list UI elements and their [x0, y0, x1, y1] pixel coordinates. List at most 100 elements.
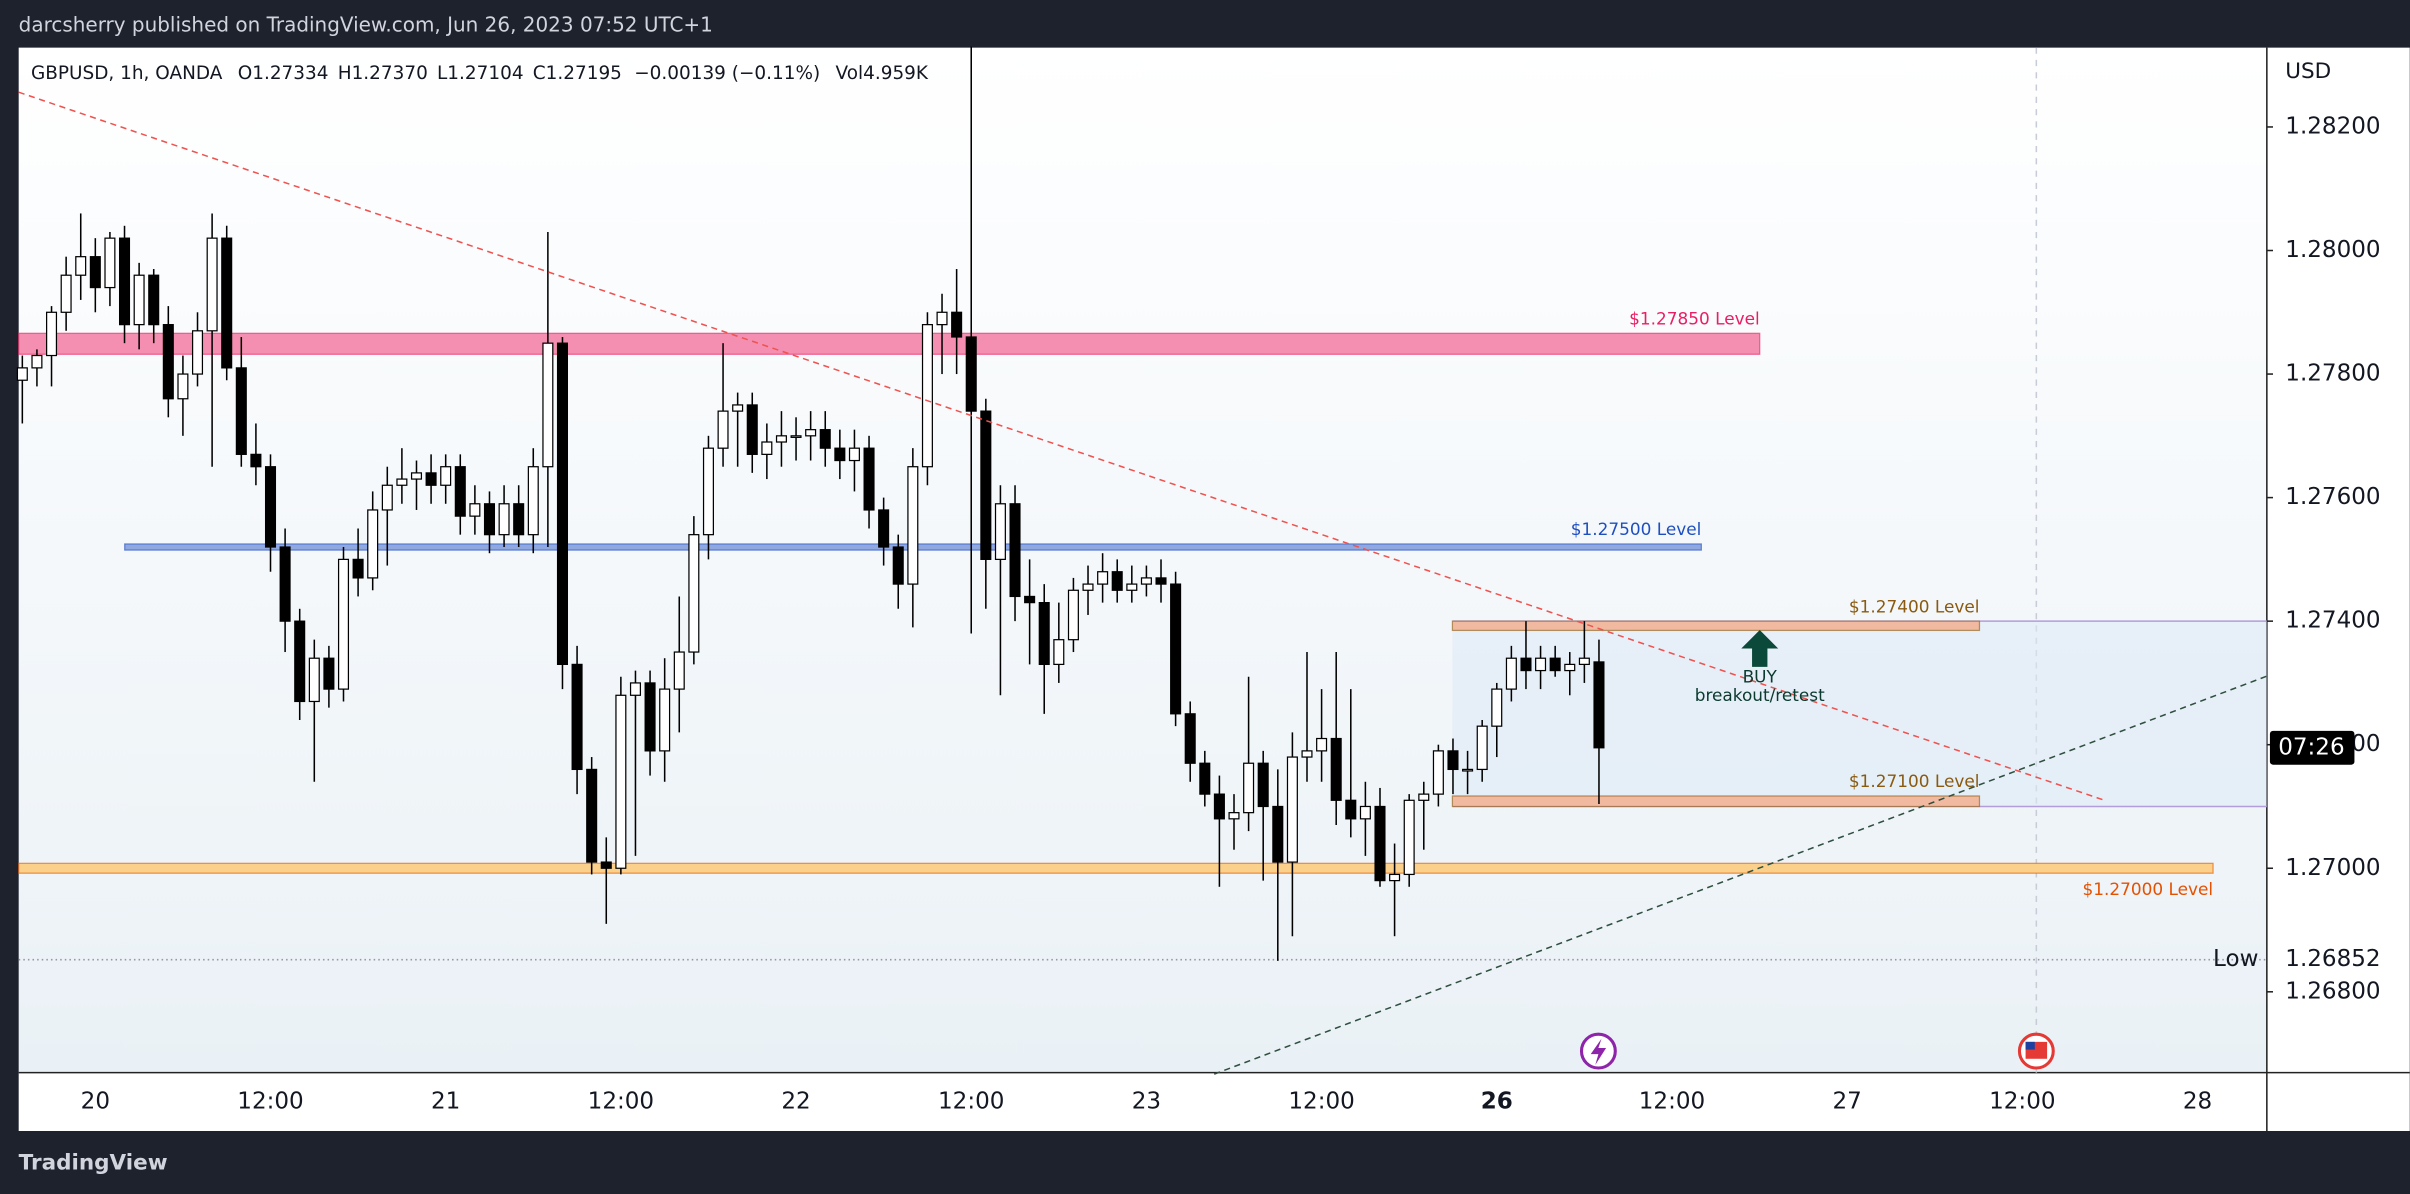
candle-body	[279, 546, 291, 622]
candle-body	[1389, 873, 1401, 882]
candle-body	[440, 466, 452, 486]
candle-body	[1170, 583, 1182, 715]
price-tag	[2269, 730, 2355, 765]
candle-body	[425, 472, 437, 486]
candle-body	[1462, 768, 1474, 772]
candle-body	[162, 324, 174, 400]
candle-body	[1491, 688, 1503, 727]
x-tick-label: 22	[781, 1088, 810, 1114]
level-label: $1.27000 Level	[2082, 879, 2213, 899]
candle-body	[1578, 657, 1590, 666]
event-icon-bolt	[1590, 1038, 1607, 1065]
candle-body	[542, 342, 554, 468]
candle-body	[133, 274, 145, 326]
legend-item: C1.27195	[533, 63, 622, 84]
x-tick-label: 23	[1132, 1088, 1161, 1114]
x-tick-label: 12:00	[938, 1088, 1004, 1114]
time-axis	[18, 1072, 2267, 1131]
candle-body	[965, 336, 977, 412]
annotation-title: BUY	[1743, 667, 1778, 687]
axes: 1.282001.280001.278001.276001.274001.272…	[81, 113, 2381, 1114]
candle-body	[717, 410, 729, 449]
y-tick-label: 1.28200	[2285, 113, 2380, 139]
x-tick-label: 12:00	[1639, 1088, 1705, 1114]
candle-body	[527, 466, 539, 536]
candle-body	[31, 354, 43, 369]
legend-item: Vol4.959K	[836, 63, 929, 84]
candle-body	[1024, 595, 1036, 604]
legend-item: −0.00139 (−0.11%)	[634, 63, 820, 84]
candle-body	[1505, 657, 1517, 690]
candle-body	[1067, 589, 1079, 641]
candle-body	[994, 503, 1006, 560]
buy-arrow	[1741, 630, 1779, 667]
plot-area	[18, 47, 2267, 1073]
y-tick-label: 1.28000	[2285, 237, 2380, 263]
candle-body	[483, 503, 496, 536]
candle-body	[1272, 805, 1284, 863]
x-tick-label: 12:00	[1288, 1088, 1354, 1114]
level-zone	[1451, 795, 1981, 808]
candle-body	[644, 682, 656, 752]
candle-body	[104, 237, 116, 289]
y-tick-label: 1.27800	[2285, 361, 2380, 387]
candle-body	[907, 466, 919, 585]
y-tick-label: 1.27400	[2285, 608, 2380, 634]
candle-body	[1082, 583, 1094, 591]
candle-body	[118, 237, 131, 326]
level-label: $1.27400 Level	[1849, 596, 1980, 616]
candle-body	[1535, 657, 1547, 672]
candle-body	[1418, 793, 1430, 801]
candle-body	[1257, 762, 1269, 808]
candle-body	[352, 558, 364, 579]
trend-line	[18, 91, 2106, 802]
legend-item: O1.27334	[238, 63, 329, 84]
x-tick-label: 12:00	[237, 1088, 303, 1114]
candle-body	[556, 342, 569, 666]
candle-body	[790, 435, 802, 438]
candle-body	[980, 410, 992, 560]
candle-body	[250, 453, 262, 468]
candle-body	[323, 657, 335, 690]
candle-body	[688, 534, 700, 653]
candle-body	[381, 484, 393, 511]
candle-body	[1593, 661, 1605, 749]
y-tick-label: 1.27000	[2285, 855, 2380, 881]
candle-body	[775, 435, 787, 443]
candle-body	[191, 330, 204, 375]
candle-body	[1228, 812, 1240, 820]
candle-body	[1213, 793, 1225, 820]
candle-body	[454, 466, 466, 517]
candle-body	[761, 441, 773, 455]
candle-body	[863, 447, 875, 511]
price-axis	[2266, 47, 2410, 1131]
candle-body	[1038, 602, 1050, 666]
candle-body	[805, 429, 817, 437]
candle-body	[308, 657, 320, 703]
low-value: 1.26852	[2285, 946, 2380, 972]
level-zone	[18, 862, 2214, 874]
currency-label: USD	[2285, 59, 2331, 84]
candle-body	[1199, 762, 1211, 795]
candle-body	[75, 256, 87, 276]
candle-body	[396, 478, 408, 486]
candle-body	[1301, 750, 1313, 758]
candle-body	[498, 503, 510, 536]
candle-body	[469, 503, 481, 517]
candle-body	[819, 429, 831, 449]
candle-body	[60, 274, 72, 313]
candle-body	[264, 466, 277, 548]
candle-body	[16, 367, 28, 381]
candle-body	[1359, 805, 1371, 820]
candle-body	[1403, 799, 1415, 876]
candle-body	[571, 663, 583, 771]
candle-body	[1330, 737, 1342, 801]
candle-body	[1432, 750, 1444, 795]
legend-item: GBPUSD, 1h, OANDA	[31, 63, 223, 84]
x-tick-label: 26	[1481, 1088, 1513, 1114]
candle-body	[834, 447, 846, 462]
trend-line	[1213, 675, 2268, 1075]
candle-body	[1286, 756, 1298, 863]
